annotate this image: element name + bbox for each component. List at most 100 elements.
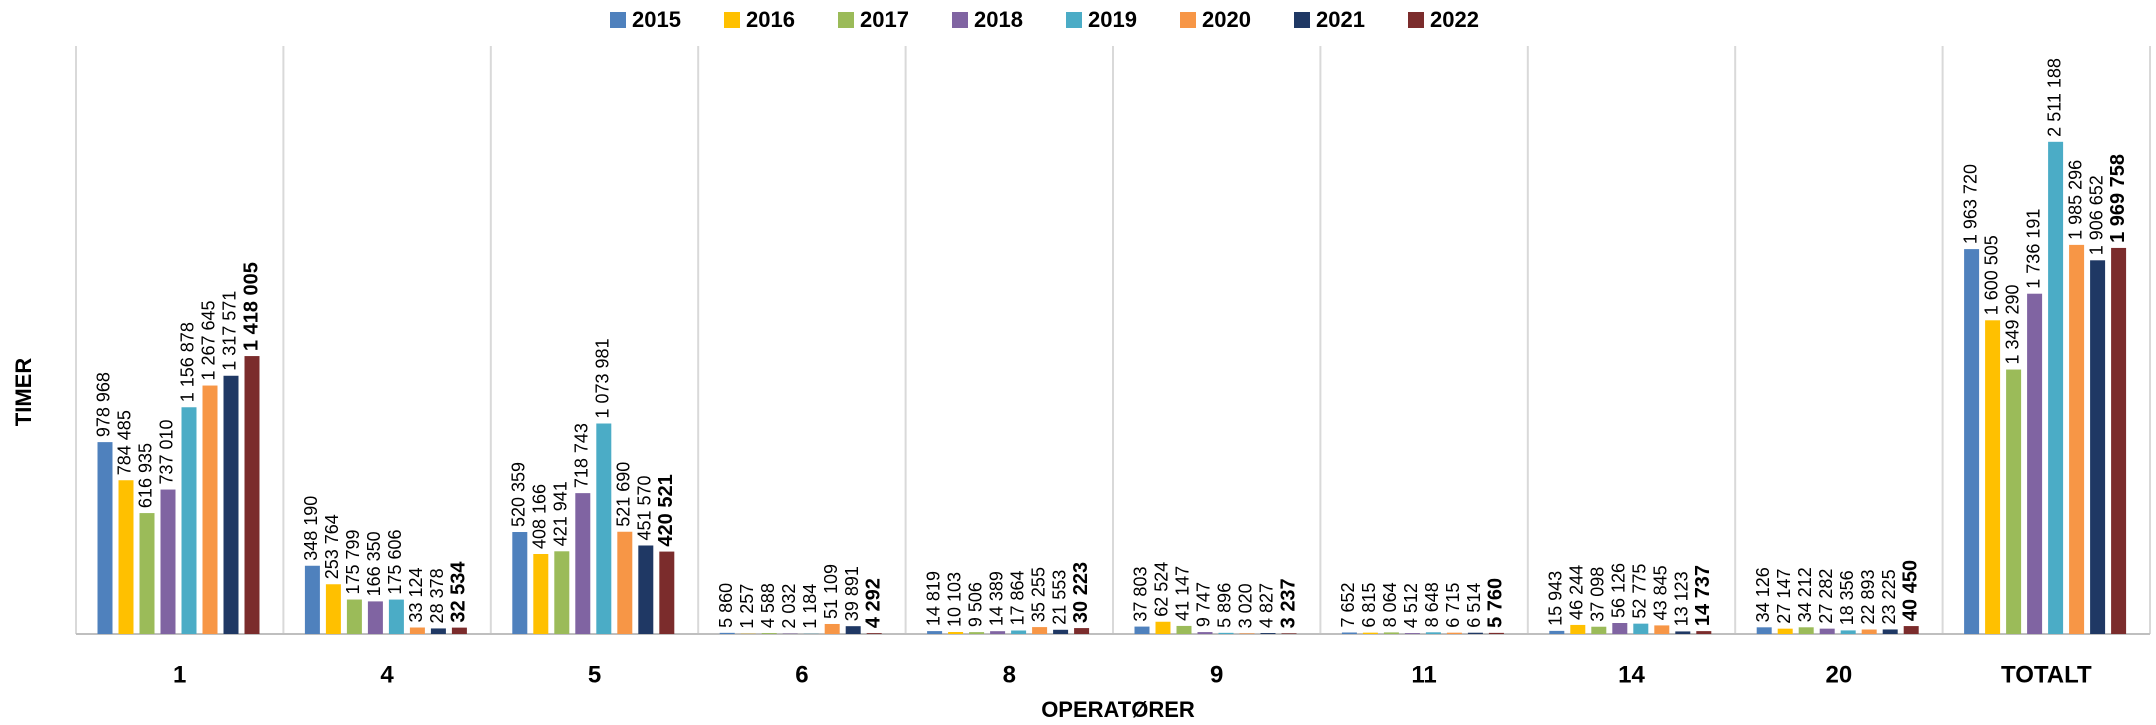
bar bbox=[223, 375, 239, 634]
bar bbox=[1134, 626, 1150, 634]
x-tick-label: 9 bbox=[1210, 661, 1223, 688]
value-label: 718 743 bbox=[572, 423, 592, 488]
x-tick-label: TOTALT bbox=[2001, 661, 2092, 688]
value-label: 978 968 bbox=[94, 372, 114, 437]
bar bbox=[990, 631, 1006, 634]
bar bbox=[845, 626, 861, 634]
value-label: 62 524 bbox=[1152, 562, 1172, 617]
value-label: 1 349 290 bbox=[2002, 284, 2022, 364]
value-label: 1 969 758 bbox=[2107, 154, 2129, 243]
value-label: 1 985 296 bbox=[2065, 160, 2085, 240]
value-label: 39 891 bbox=[842, 566, 862, 621]
x-tick-label: 11 bbox=[1411, 661, 1436, 688]
bar bbox=[2048, 141, 2064, 634]
bar bbox=[1281, 633, 1297, 634]
legend-swatch bbox=[838, 12, 854, 28]
x-tick-label: 4 bbox=[380, 661, 394, 688]
bar bbox=[244, 356, 260, 634]
bar bbox=[1985, 320, 2001, 634]
value-label: 33 124 bbox=[406, 567, 426, 622]
value-label: 5 860 bbox=[716, 583, 736, 628]
value-label: 451 570 bbox=[635, 475, 655, 540]
value-label: 40 450 bbox=[1899, 560, 1921, 621]
value-label: 13 123 bbox=[1672, 571, 1692, 626]
bar bbox=[1903, 626, 1919, 634]
value-label: 520 359 bbox=[509, 462, 529, 527]
bar bbox=[1362, 632, 1378, 634]
value-label: 28 378 bbox=[427, 568, 447, 623]
bar bbox=[927, 631, 943, 634]
bar bbox=[451, 627, 467, 634]
bar bbox=[1840, 630, 1856, 634]
value-label: 421 941 bbox=[551, 481, 571, 546]
bar bbox=[139, 513, 155, 634]
bar bbox=[202, 385, 218, 634]
value-label: 1 317 571 bbox=[220, 291, 240, 371]
legend-label: 2016 bbox=[746, 7, 795, 32]
value-label: 46 244 bbox=[1567, 565, 1587, 620]
legend-swatch bbox=[1180, 12, 1196, 28]
bar bbox=[1488, 632, 1504, 634]
bar bbox=[948, 632, 964, 634]
bar bbox=[1467, 632, 1483, 634]
value-label: 27 147 bbox=[1774, 569, 1794, 624]
value-label: 175 606 bbox=[385, 530, 405, 595]
legend-label: 2018 bbox=[974, 7, 1023, 32]
legend-label: 2017 bbox=[860, 7, 909, 32]
value-label: 18 356 bbox=[1837, 570, 1857, 625]
value-label: 166 350 bbox=[364, 531, 384, 596]
bar bbox=[1425, 632, 1441, 634]
bar bbox=[1654, 625, 1670, 634]
value-label: 6 815 bbox=[1359, 583, 1379, 628]
value-label: 616 935 bbox=[136, 443, 156, 508]
legend-label: 2019 bbox=[1088, 7, 1137, 32]
value-label: 8 648 bbox=[1422, 582, 1442, 627]
bar bbox=[1777, 628, 1793, 634]
bar bbox=[304, 565, 320, 634]
x-tick-label: 8 bbox=[1003, 661, 1016, 688]
value-label: 37 098 bbox=[1588, 567, 1608, 622]
value-label: 8 064 bbox=[1380, 582, 1400, 627]
legend-label: 2020 bbox=[1202, 7, 1251, 32]
bar bbox=[575, 493, 591, 634]
bar bbox=[2069, 244, 2085, 634]
bar bbox=[1383, 632, 1399, 634]
bar bbox=[1633, 623, 1649, 634]
bar bbox=[1074, 628, 1090, 634]
bar bbox=[554, 551, 570, 634]
y-axis-label: TIMER bbox=[11, 358, 36, 427]
legend-swatch bbox=[724, 12, 740, 28]
legend-swatch bbox=[1294, 12, 1310, 28]
bar bbox=[761, 633, 777, 634]
value-label: 32 534 bbox=[448, 561, 470, 623]
value-label: 10 103 bbox=[944, 572, 964, 627]
bar bbox=[1756, 627, 1772, 634]
bar bbox=[1819, 628, 1835, 634]
bar bbox=[2090, 260, 2106, 634]
legend-swatch bbox=[610, 12, 626, 28]
value-label: 420 521 bbox=[655, 474, 677, 546]
bar bbox=[1591, 626, 1607, 634]
bar bbox=[1675, 631, 1691, 634]
bar bbox=[1446, 632, 1462, 634]
bar bbox=[617, 531, 633, 634]
legend-label: 2021 bbox=[1316, 7, 1365, 32]
bar bbox=[1239, 633, 1255, 634]
bar bbox=[1798, 627, 1814, 634]
value-label: 3 020 bbox=[1236, 583, 1256, 628]
bar bbox=[1549, 630, 1565, 634]
bar bbox=[2006, 369, 2022, 634]
bar bbox=[160, 489, 176, 634]
value-label: 1 267 645 bbox=[199, 300, 219, 380]
bar bbox=[866, 633, 882, 634]
legend-swatch bbox=[1408, 12, 1424, 28]
value-label: 408 166 bbox=[530, 484, 550, 549]
bar bbox=[1882, 629, 1898, 634]
value-label: 14 819 bbox=[923, 571, 943, 626]
x-tick-label: 6 bbox=[795, 661, 808, 688]
value-label: 6 715 bbox=[1443, 583, 1463, 628]
value-label: 1 906 652 bbox=[2086, 175, 2106, 255]
bar bbox=[1155, 621, 1171, 634]
x-tick-label: 20 bbox=[1826, 661, 1853, 688]
value-label: 253 764 bbox=[322, 514, 342, 579]
